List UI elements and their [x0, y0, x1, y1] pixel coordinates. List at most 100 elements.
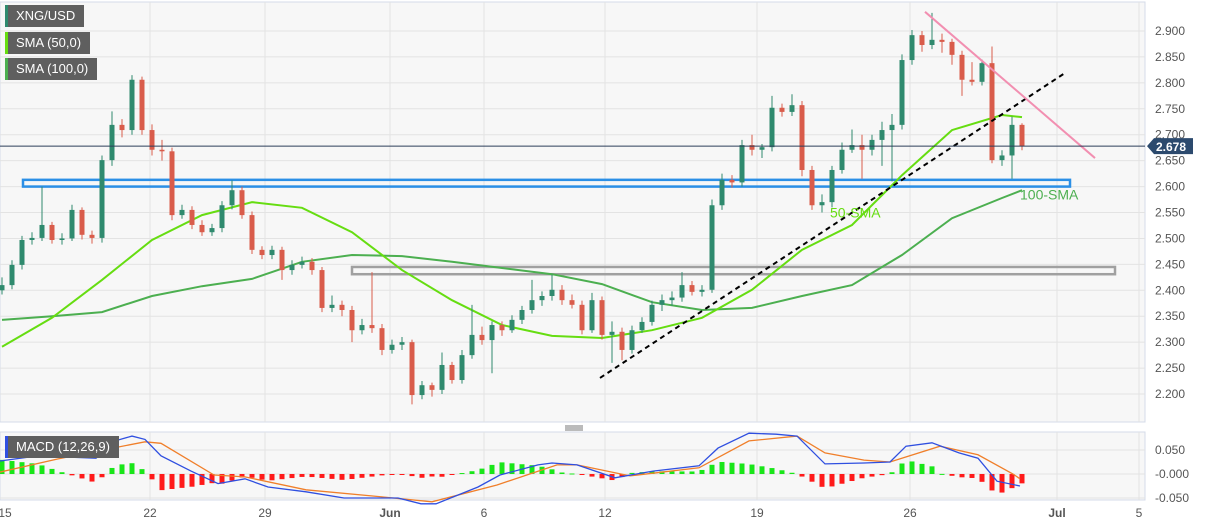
candle: [79, 207, 85, 240]
candle-body: [749, 145, 755, 150]
candle-body: [569, 300, 575, 305]
macd-histogram-bar: [899, 463, 905, 474]
panel-resize-handle[interactable]: [565, 425, 583, 431]
candle-body: [549, 289, 555, 297]
macd-histogram-bar: [339, 474, 345, 480]
moving-averages: [1, 113, 1023, 348]
x-tick-label: 26: [903, 506, 917, 520]
candle-body: [499, 325, 505, 331]
macd-histogram-bar: [719, 461, 725, 474]
y-tick-label: 2.200: [1155, 387, 1185, 401]
macd-histogram-bar: [789, 472, 795, 474]
candle: [329, 295, 335, 313]
candle-body: [209, 228, 215, 233]
macd-histogram-bar: [599, 474, 605, 479]
candle-body: [789, 105, 795, 112]
candle: [599, 296, 605, 340]
macd-histogram-bar: [279, 474, 285, 480]
candle: [739, 139, 745, 187]
sma-annotation-label: 100-SMA: [1020, 187, 1079, 203]
legend-symbol[interactable]: XNG/USD: [5, 5, 85, 27]
candle: [249, 211, 255, 254]
candle-body: [109, 124, 115, 161]
macd-histogram-bar: [149, 474, 155, 480]
macd-histogram-bar: [779, 470, 785, 474]
candle: [529, 279, 535, 314]
macd-histogram-bar: [299, 474, 305, 477]
candle-body: [689, 285, 695, 292]
candle-body: [239, 190, 245, 216]
candle: [49, 221, 55, 244]
candle-body: [639, 321, 645, 331]
candle: [29, 232, 35, 245]
candle: [829, 165, 835, 208]
macd-histogram-bar: [829, 474, 835, 487]
candle: [619, 327, 625, 361]
candle: [39, 186, 45, 242]
legend-color: [5, 5, 8, 27]
macd-histogram-bar: [969, 474, 975, 478]
candle-body: [479, 334, 485, 341]
candle-body: [89, 234, 95, 238]
macd-tick-label: -0.050: [1155, 491, 1189, 505]
candle-body: [299, 261, 305, 265]
candle: [669, 291, 675, 306]
macd-histogram-bar: [159, 474, 165, 491]
legend-sma50[interactable]: SMA (50,0): [5, 32, 91, 54]
macd-histogram-bar: [19, 462, 25, 474]
candle-body: [799, 105, 805, 170]
candle: [909, 29, 915, 65]
candle-body: [369, 325, 375, 329]
candle-body: [279, 249, 285, 271]
candle: [869, 134, 875, 156]
candle: [379, 324, 385, 356]
candle-body: [529, 300, 535, 311]
candle-body: [939, 39, 945, 42]
candle: [339, 300, 345, 317]
candle: [169, 147, 175, 221]
candle: [1009, 116, 1015, 179]
y-tick-label: 2.850: [1155, 50, 1185, 64]
y-tick-label: 2.250: [1155, 361, 1185, 375]
macd-histogram-bar: [559, 472, 565, 474]
candle-body: [839, 149, 845, 170]
candle: [139, 76, 145, 135]
legend-sma100[interactable]: SMA (100,0): [5, 58, 98, 80]
macd-histogram-bar: [109, 467, 115, 474]
candle: [769, 95, 775, 152]
macd-histogram-bar: [119, 464, 125, 474]
y-tick-label: 2.350: [1155, 309, 1185, 323]
macd-histogram-bar: [499, 462, 505, 474]
candle-body: [0, 285, 5, 291]
macd-histogram-bar: [989, 474, 995, 491]
macd-histogram-bar: [1019, 474, 1025, 484]
candle: [939, 33, 945, 53]
candle-body: [859, 145, 865, 150]
sma50-line: [1, 113, 1023, 348]
candle: [199, 220, 205, 236]
macd-histogram-bar: [929, 466, 935, 474]
legend-macd[interactable]: MACD (12,26,9): [5, 436, 119, 458]
candle-body: [19, 239, 25, 265]
candle: [499, 321, 505, 336]
candle-body: [149, 130, 155, 150]
candle-body: [709, 205, 715, 290]
macd-histogram-bar: [399, 474, 405, 475]
candle-body: [719, 179, 725, 206]
candle: [489, 321, 495, 374]
candle-body: [989, 63, 995, 161]
candle-body: [629, 330, 635, 350]
candle-body: [559, 289, 565, 301]
macd-tick-label: 0.050: [1155, 443, 1185, 457]
support-zone: [21, 178, 1072, 188]
macd-histogram-bar: [699, 469, 705, 474]
x-tick-label: 12: [598, 506, 612, 520]
macd-histogram-bar: [179, 474, 185, 488]
candle: [429, 382, 435, 397]
candle-body: [389, 344, 395, 350]
macd-histogram-bar: [169, 474, 175, 489]
macd-histogram-bar: [509, 463, 515, 474]
macd-histogram-bar: [429, 474, 435, 477]
macd-histogram-bar: [29, 463, 35, 474]
